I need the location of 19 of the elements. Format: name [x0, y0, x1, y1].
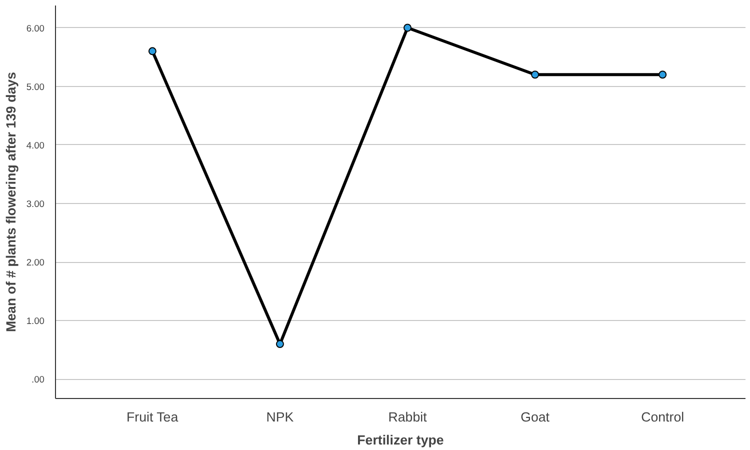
y-tick-label: 6.00: [26, 23, 44, 34]
y-tick-label: 2.00: [26, 258, 44, 268]
x-tick-label: Goat: [520, 410, 550, 424]
point: [148, 47, 156, 56]
y-tick-label: 1.00: [26, 316, 44, 326]
x-tick-label: Fruit Tea: [126, 410, 179, 424]
point: [276, 340, 284, 348]
y-tick-label: 4.00: [26, 140, 44, 150]
y-tick-label: .00: [32, 374, 44, 385]
x-tick-label: Control: [641, 410, 684, 424]
point: [404, 24, 412, 32]
point: [531, 70, 540, 79]
x-axis-title: Fertilizer type: [357, 432, 444, 448]
x-tick-label: Rabbit: [388, 410, 428, 424]
point: [658, 70, 667, 79]
y-axis-title: Mean of # plants flowering after 139 days: [3, 72, 18, 332]
y-tick-label: 3.00: [26, 198, 44, 209]
y-tick-label: 5.00: [26, 82, 44, 92]
x-tick-label: NPK: [266, 410, 294, 424]
